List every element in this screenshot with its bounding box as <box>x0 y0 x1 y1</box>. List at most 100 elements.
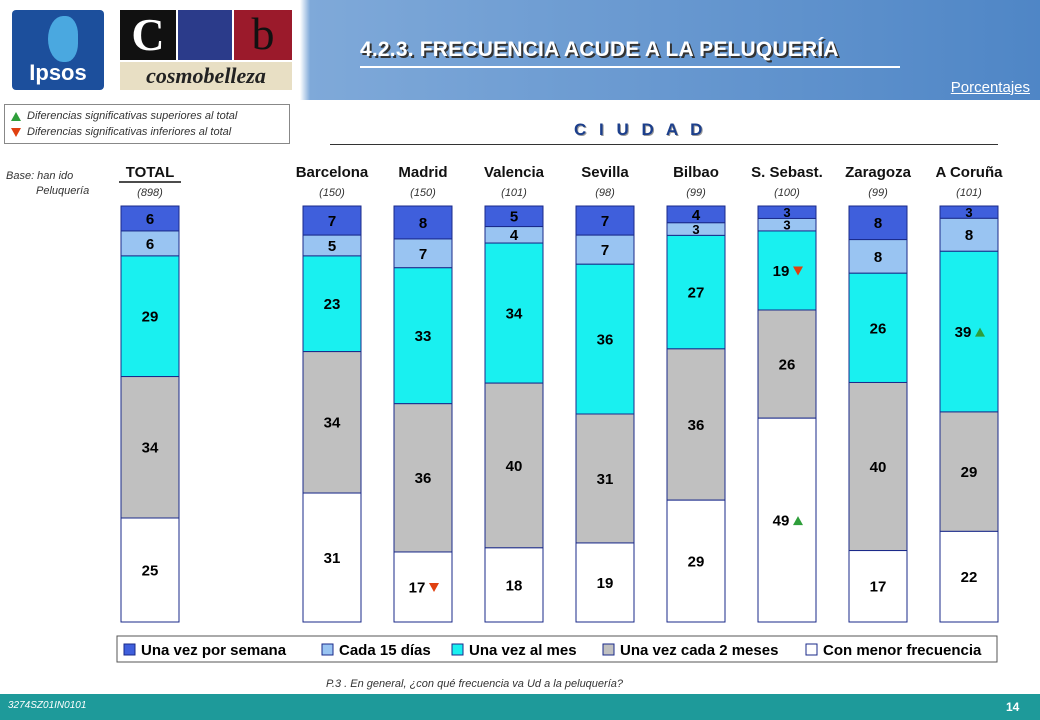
bar-segment <box>484 382 544 549</box>
bar-segment <box>575 542 635 623</box>
data-label: 4 <box>692 207 701 224</box>
bar-segment <box>848 381 908 552</box>
bar-segment <box>484 242 544 384</box>
legend-swatch <box>123 643 136 656</box>
legend-entry: Una vez cada 2 meses <box>620 642 778 659</box>
data-label: 5 <box>328 238 336 255</box>
legend-swatch <box>602 643 615 656</box>
bar-segment <box>848 550 908 623</box>
bar-segment <box>302 351 362 494</box>
data-label: 8 <box>874 249 882 266</box>
legend-entry: Una vez al mes <box>469 642 577 659</box>
data-label: 31 <box>324 550 341 567</box>
data-label: 18 <box>506 577 523 594</box>
ipsos-logo: Ipsos <box>12 10 104 90</box>
bar-segment <box>393 205 453 240</box>
data-label: 49 <box>773 512 790 529</box>
bar-segment <box>939 250 999 413</box>
bar-segment <box>575 234 635 265</box>
base-count-label: (150) <box>410 187 436 199</box>
data-label: 7 <box>419 246 427 263</box>
significance-down-marker <box>793 266 803 276</box>
base-count-label: (150) <box>319 187 345 199</box>
base-label-1: Base: han ido <box>6 170 74 182</box>
bar-segment <box>848 272 908 383</box>
category-label: Valencia <box>484 164 545 181</box>
data-label: 17 <box>870 579 887 596</box>
data-label: 6 <box>146 211 154 228</box>
data-label: 3 <box>783 205 790 220</box>
legend-frame <box>116 635 998 663</box>
legend-swatch <box>321 643 334 656</box>
data-label: 34 <box>324 415 341 432</box>
data-label: 7 <box>328 213 336 230</box>
cb-logo-picture <box>178 10 232 60</box>
base-count-label: (898) <box>137 187 163 199</box>
data-label: 4 <box>510 227 519 244</box>
data-label: 39 <box>955 324 972 341</box>
significance-legend: Diferencias significativas superiores al… <box>4 104 290 144</box>
legend-entry: Una vez por semana <box>141 642 287 659</box>
category-label: Zaragoza <box>845 164 912 181</box>
data-label: 8 <box>965 227 973 244</box>
data-label: 29 <box>961 464 978 481</box>
bar-segment <box>302 492 362 623</box>
category-label: S. Sebast. <box>751 164 823 181</box>
bar-segment <box>393 403 453 553</box>
bar-segment <box>120 230 180 257</box>
base-count-label: (101) <box>501 187 527 199</box>
base-count-label: (100) <box>774 187 800 199</box>
data-label: 31 <box>597 471 614 488</box>
data-label: 3 <box>965 205 972 220</box>
data-label: 8 <box>874 215 882 232</box>
data-label: 19 <box>597 575 614 592</box>
bar-segment <box>120 205 180 232</box>
data-label: 26 <box>779 356 796 373</box>
bar-segment <box>848 239 908 274</box>
significance-down-marker <box>429 582 439 592</box>
data-label: 22 <box>961 569 978 586</box>
page-title: 4.2.3. FRECUENCIA ACUDE A LA PELUQUERÍA <box>360 38 839 61</box>
category-label: Madrid <box>398 164 447 181</box>
study-code: 3274SZ01IN0101 <box>8 700 87 711</box>
category-label: Barcelona <box>296 164 369 181</box>
legend-swatch <box>805 643 818 656</box>
down-triangle-icon <box>11 127 21 137</box>
data-label: 3 <box>783 217 790 232</box>
data-label: 40 <box>506 458 523 475</box>
data-label: 23 <box>324 296 341 313</box>
data-label: 7 <box>601 242 609 259</box>
cb-logo-b: b <box>234 10 292 60</box>
base-count-label: (99) <box>686 187 706 199</box>
data-label: 33 <box>415 328 432 345</box>
data-label: 29 <box>688 553 705 570</box>
base-count-label: (98) <box>595 187 615 199</box>
chart-legend: Una vez por semana Cada 15 días Una vez al… <box>116 635 998 663</box>
question-text: P.3 . En general, ¿con qué frecuencia va… <box>326 678 623 690</box>
bar-segment <box>757 417 817 623</box>
bar-segment <box>666 499 726 623</box>
bar-segment <box>484 547 544 623</box>
data-label: 34 <box>142 440 159 457</box>
data-label: 27 <box>688 285 705 302</box>
legend-entry: Con menor frecuencia <box>823 642 982 659</box>
data-label: 19 <box>773 263 790 280</box>
bar-segment <box>302 255 362 353</box>
bar-segment <box>939 411 999 532</box>
up-triangle-icon <box>11 111 21 121</box>
data-label: 40 <box>870 459 887 476</box>
data-label: 29 <box>142 309 159 326</box>
data-label: 26 <box>870 320 887 337</box>
title-underline <box>360 66 900 68</box>
group-label: C I U D A D <box>574 120 707 139</box>
base-count-label: (99) <box>868 187 888 199</box>
data-label: 25 <box>142 562 159 579</box>
footer-bar <box>0 694 1040 720</box>
category-label: Bilbao <box>673 164 719 181</box>
significance-down-label: Diferencias significativas inferiores al… <box>27 126 232 138</box>
category-label: TOTAL <box>126 164 175 181</box>
significance-up-marker <box>975 327 985 337</box>
significance-down-row: Diferencias significativas inferiores al… <box>11 125 231 139</box>
cosmobelleza-logo: C b cosmobelleza <box>120 10 292 90</box>
bar-segment <box>120 517 180 623</box>
